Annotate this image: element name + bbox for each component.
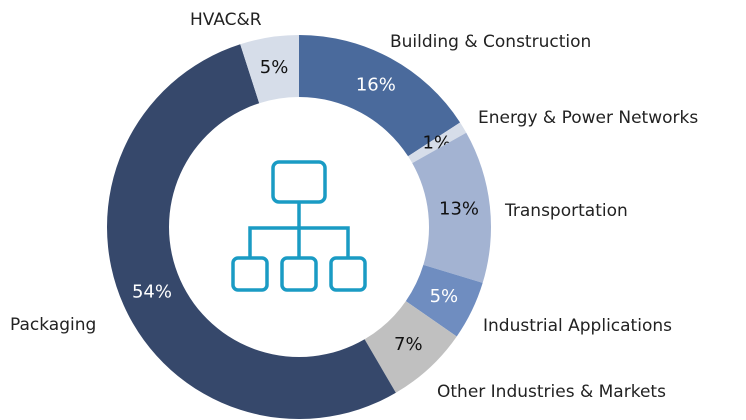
category-label: HVAC&R <box>190 10 262 30</box>
category-label: Transportation <box>504 201 628 221</box>
donut-segment <box>412 132 491 283</box>
donut-segment <box>408 122 467 164</box>
category-label: Energy & Power Networks <box>478 108 698 128</box>
category-label: Packaging <box>10 315 96 335</box>
category-label: Industrial Applications <box>483 316 672 336</box>
value-label: 13% <box>439 199 479 220</box>
hierarchy-icon <box>231 160 367 292</box>
value-label: 16% <box>356 75 396 96</box>
category-label: Other Industries & Markets <box>437 382 666 402</box>
donut-segment <box>240 35 299 104</box>
value-label: 5% <box>260 57 289 78</box>
donut-segment <box>107 44 396 419</box>
value-label: 5% <box>430 286 459 307</box>
donut-segment <box>299 35 461 157</box>
donut-segment <box>364 301 457 393</box>
value-label: 7% <box>394 334 423 355</box>
value-label: 54% <box>132 282 172 303</box>
category-label: Building & Construction <box>390 32 591 52</box>
donut-segment <box>405 264 483 337</box>
